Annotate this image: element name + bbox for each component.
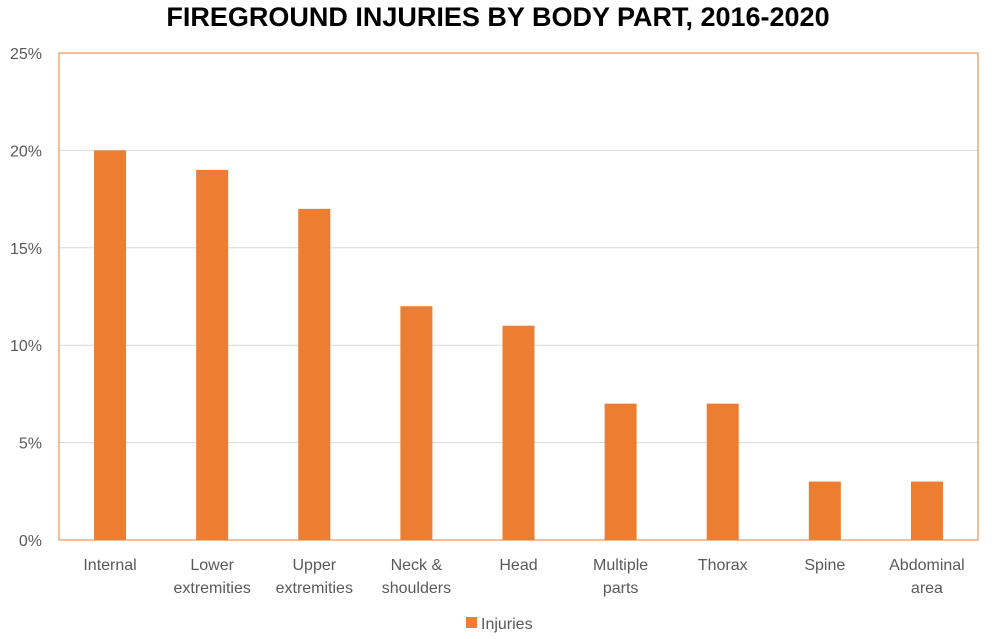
y-tick-label: 25% [10,46,42,63]
x-category-label: Abdominal area [889,557,965,597]
x-category-label-line: Spine [804,557,845,574]
y-tick-label: 10% [10,338,42,355]
chart-title: FIREGROUND INJURIES BY BODY PART, 2016-2… [166,2,829,32]
bar [196,169,229,540]
bar [94,150,127,540]
x-category-label-line: Upper [292,557,336,574]
x-category-label: Upper extremities [276,557,353,597]
x-category-label-line: Head [499,557,537,574]
y-tick-label: 20% [10,143,42,160]
x-category-label-line: shoulders [382,580,451,597]
legend-swatch [466,617,477,628]
x-category-label-line: Multiple [593,557,648,574]
x-category-label: Neck & shoulders [382,557,451,597]
x-category-label: Thorax [698,557,748,574]
bar [502,325,535,540]
legend-label: Injuries [481,616,533,633]
x-category-label-line: Abdominal [889,557,965,574]
legend: Injuries [466,616,533,633]
y-axis-ticks: 0% 5% 10% 15% 20% 25% [10,46,42,550]
x-category-label: Multiple parts [593,557,648,597]
x-category-label-line: area [911,580,943,597]
bar [298,208,331,540]
x-category-label-line: extremities [173,580,250,597]
x-category-label: Internal [83,557,136,574]
bar [400,306,433,540]
bars [94,150,943,540]
y-tick-label: 15% [10,241,42,258]
x-category-label: Lower extremities [173,557,250,597]
y-tick-label: 0% [19,533,42,550]
bar [808,481,841,540]
x-category-label-line: parts [603,580,639,597]
bar [910,481,943,540]
x-category-label-line: Lower [190,557,234,574]
x-category-label: Spine [804,557,845,574]
x-category-label-line: extremities [276,580,353,597]
bar [706,403,739,540]
x-axis-labels: Internal Lower extremities Upper extremities… [83,557,964,597]
x-category-label: Head [499,557,537,574]
bar [604,403,637,540]
x-category-label-line: Thorax [698,557,748,574]
plot-area-border [58,52,979,541]
x-category-label-line: Neck & [391,557,443,574]
x-category-label-line: Internal [83,557,136,574]
y-tick-label: 5% [19,436,42,453]
